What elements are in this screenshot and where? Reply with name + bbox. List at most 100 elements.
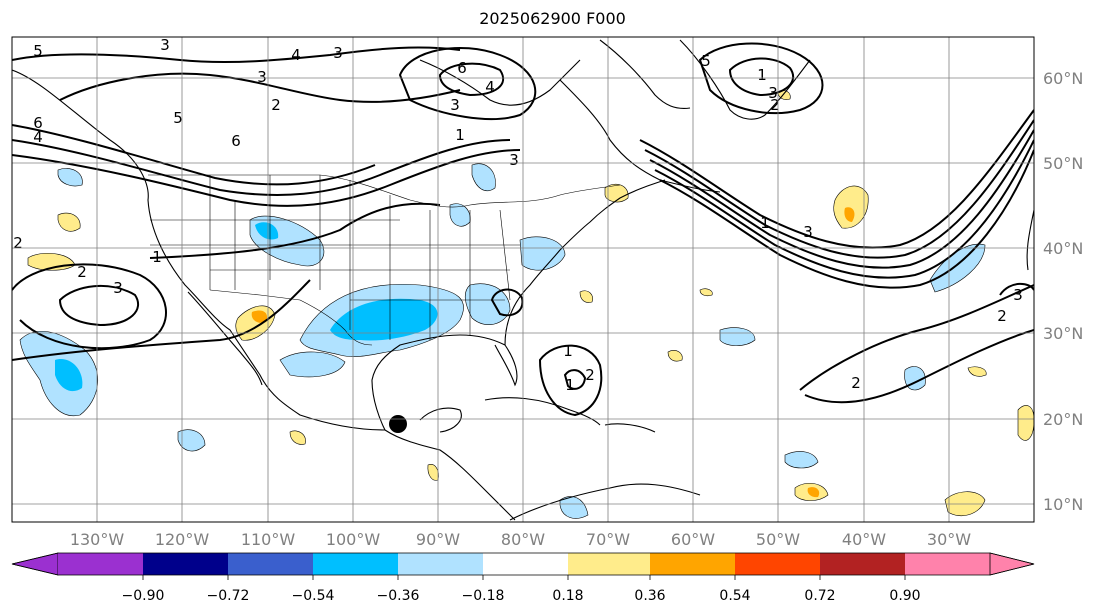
contour-low-canada-inner (438, 62, 505, 97)
contour-caribbean-inner (563, 369, 587, 390)
contour-label: 3 (160, 36, 170, 54)
lon-label: 120°W (155, 530, 210, 549)
colorbar: −0.90 −0.72 −0.54 −0.36 −0.18 0.18 0.36 … (11, 552, 1035, 604)
contour-jet-1 (12, 139, 511, 196)
lon-label: 130°W (70, 530, 125, 549)
coast-central-america (384, 429, 516, 521)
contour-pacific-inner (58, 284, 140, 327)
shade-pacific-negative-2 (177, 429, 206, 452)
contour-jet-2 (12, 149, 521, 207)
contour-label: 2 (851, 374, 861, 392)
contour-jet-3 (12, 124, 376, 186)
coast-cuba (484, 397, 601, 426)
contour-label: 2 (13, 234, 23, 252)
colorbar-tick-label: 0.18 (552, 588, 583, 604)
shade-southwest-strong (255, 222, 279, 240)
contour-greenland-inner (728, 57, 795, 97)
contour-label: 6 (231, 132, 241, 150)
contour-north-2 (59, 72, 461, 103)
contour-east-atlantic-low (999, 282, 1034, 296)
shade-atlantic-positive-3-strong (807, 487, 820, 498)
contour-label: 3 (509, 151, 519, 169)
contour-lines (12, 42, 1034, 417)
contour-label: 3 (450, 96, 460, 114)
contour-1-north (149, 202, 441, 259)
contour-se-low (490, 288, 524, 317)
contour-label: 6 (33, 114, 43, 132)
border-us-canada (148, 174, 621, 208)
coast-greenland (679, 39, 811, 120)
colorbar-bin (483, 553, 568, 575)
graticule (12, 37, 1034, 522)
shade-small-positive-2 (427, 464, 439, 481)
contour-label: 1 (760, 214, 770, 232)
colorbar-outline (11, 552, 1035, 576)
anomaly-shading (19, 90, 1034, 519)
colorbar-tick-label: −0.36 (377, 588, 420, 604)
lat-label: 20°N (1043, 410, 1083, 429)
shade-atlantic-negative-1 (719, 327, 756, 346)
colorbar-ticks (142, 575, 906, 580)
coast-south-america (509, 483, 701, 521)
border-state-13 (499, 209, 511, 301)
contour-1-south (12, 279, 311, 361)
coast-baja (187, 291, 263, 386)
shade-small-positive-5 (967, 366, 987, 377)
lat-label: 40°N (1043, 239, 1083, 258)
contour-north-1 (12, 46, 461, 64)
colorbar-tick-label: 0.36 (634, 588, 665, 604)
coastlines (12, 39, 1034, 521)
colorbar-tick-label: −0.54 (292, 588, 335, 604)
colorbar-low-extend (11, 552, 59, 576)
colorbar-tick-label: 0.54 (719, 588, 750, 604)
map-title: 2025062900 F000 (479, 9, 626, 28)
contour-label: 3 (113, 279, 123, 297)
shade-nova-scotia-positive (604, 183, 629, 203)
lat-label: 60°N (1043, 69, 1083, 88)
coast-yucatan (419, 407, 462, 433)
colorbar-high-extend (989, 552, 1035, 576)
colorbar-bin (735, 553, 820, 575)
shade-canada-negative (471, 163, 496, 192)
contour-label: 2 (770, 96, 780, 114)
contour-label: 4 (33, 128, 43, 146)
colorbar-tick-label: −0.90 (122, 588, 165, 604)
coast-canada-east (559, 79, 721, 193)
colorbar-bin (143, 553, 228, 575)
lon-label: 110°W (241, 530, 296, 549)
contour-atlantic-high (799, 284, 1034, 391)
coast-west-africa (1026, 209, 1034, 271)
colorbar-tick-label: −0.18 (462, 588, 505, 604)
colorbar-labels: −0.90 −0.72 −0.54 −0.36 −0.18 0.18 0.36 … (122, 588, 921, 604)
political-borders (148, 174, 621, 346)
lon-label: 100°W (326, 530, 381, 549)
contour-label: 4 (485, 78, 495, 96)
contour-label: 3 (803, 223, 813, 241)
coast-gulf (371, 334, 518, 431)
latitude-labels: 60°N 50°N 40°N 30°N 20°N 10°N (1043, 69, 1083, 514)
coast-baffin (599, 39, 691, 109)
shade-atlantic-positive-1-strong (844, 207, 855, 222)
colorbar-bin (228, 553, 313, 575)
map-frame (11, 36, 1035, 523)
colorbar-tick-label: 0.90 (889, 588, 920, 604)
contour-label: 5 (701, 52, 711, 70)
contour-label: 2 (77, 263, 87, 281)
shade-mexico-negative (279, 351, 346, 378)
shade-mexico-positive-strong (251, 310, 268, 323)
lon-label: 70°W (586, 530, 630, 549)
lon-label: 30°W (927, 530, 971, 549)
shade-small-positive-1 (289, 430, 306, 445)
colorbar-tick-label: −0.72 (207, 588, 250, 604)
shade-small-positive-4 (667, 350, 683, 362)
contour-low-canada (398, 47, 537, 121)
contour-label: 6 (457, 59, 467, 77)
contour-pacific-high (12, 263, 167, 350)
shade-atlantic-negative-2 (784, 451, 819, 469)
colorbar-bin (568, 553, 650, 575)
contour-label: 3 (768, 84, 778, 102)
lat-label: 10°N (1043, 495, 1083, 514)
contour-label: 2 (271, 96, 281, 114)
shade-atlantic-positive-1 (833, 185, 869, 229)
contour-atlantic-jet-5 (659, 149, 1034, 289)
